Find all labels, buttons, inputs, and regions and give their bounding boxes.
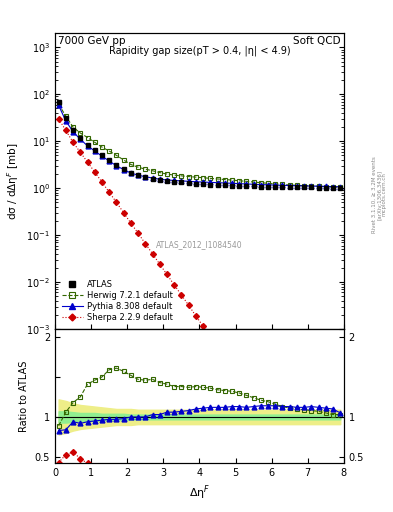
X-axis label: Δη$^F$: Δη$^F$ bbox=[189, 484, 210, 502]
Y-axis label: dσ / dΔη$^F$ [mb]: dσ / dΔη$^F$ [mb] bbox=[5, 142, 20, 220]
Text: 7000 GeV pp: 7000 GeV pp bbox=[58, 36, 125, 46]
Text: Rapidity gap size(pT > 0.4, |η| < 4.9): Rapidity gap size(pT > 0.4, |η| < 4.9) bbox=[108, 45, 290, 56]
Text: mcplots.cern.ch: mcplots.cern.ch bbox=[382, 173, 387, 217]
Text: ATLAS_2012_I1084540: ATLAS_2012_I1084540 bbox=[156, 240, 243, 249]
Legend: ATLAS, Herwig 7.2.1 default, Pythia 8.308 default, Sherpa 2.2.9 default: ATLAS, Herwig 7.2.1 default, Pythia 8.30… bbox=[59, 278, 175, 325]
Text: Rivet 3.1.10, ≥ 3.2M events: Rivet 3.1.10, ≥ 3.2M events bbox=[372, 156, 376, 233]
Y-axis label: Ratio to ATLAS: Ratio to ATLAS bbox=[19, 360, 29, 432]
Text: Soft QCD: Soft QCD bbox=[293, 36, 341, 46]
Text: [arXiv:1306.3436]: [arXiv:1306.3436] bbox=[377, 169, 382, 220]
